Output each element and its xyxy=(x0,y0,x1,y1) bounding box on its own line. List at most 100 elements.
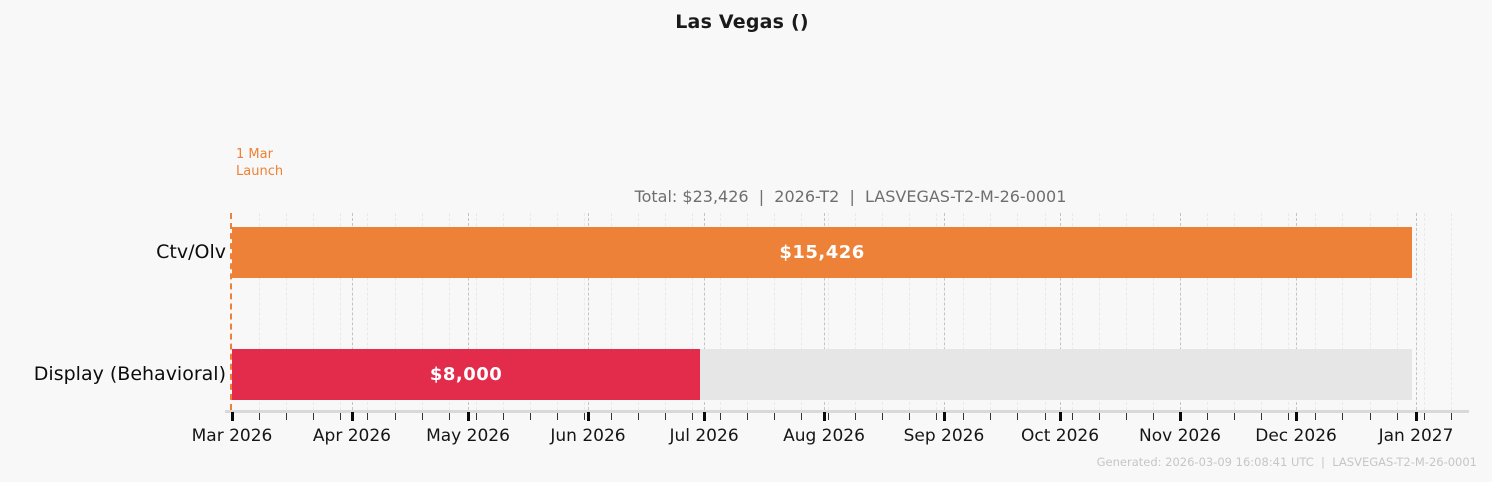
minor-tick xyxy=(909,413,911,420)
minor-tick xyxy=(882,413,884,420)
month-tick-label: Nov 2026 xyxy=(1139,426,1221,446)
minor-tick xyxy=(1125,413,1127,420)
week-gridline xyxy=(936,213,938,410)
week-gridline xyxy=(1234,213,1236,410)
week-gridline xyxy=(394,213,396,410)
month-tick-label: Apr 2026 xyxy=(312,426,391,446)
week-gridline xyxy=(1288,213,1290,410)
week-gridline xyxy=(1342,213,1344,410)
week-gridline xyxy=(827,213,829,410)
month-gridline xyxy=(468,213,470,410)
minor-tick xyxy=(1288,413,1290,420)
minor-tick xyxy=(1342,413,1344,420)
week-gridline xyxy=(1017,213,1019,410)
minor-tick xyxy=(259,413,261,420)
minor-tick xyxy=(746,413,748,420)
week-gridline xyxy=(1207,213,1209,410)
minor-tick xyxy=(990,413,992,420)
minor-tick xyxy=(448,413,450,420)
week-gridline xyxy=(1071,213,1073,410)
bar-value-label: $15,426 xyxy=(779,242,865,263)
month-tick xyxy=(1295,412,1299,421)
month-tick xyxy=(1178,412,1182,421)
month-tick-label: Jun 2026 xyxy=(550,426,626,446)
minor-tick xyxy=(827,413,829,420)
week-gridline xyxy=(746,213,748,410)
minor-tick xyxy=(1207,413,1209,420)
week-gridline xyxy=(1396,213,1398,410)
launch-date-line xyxy=(230,213,232,410)
chart-title: Las Vegas () xyxy=(675,11,809,33)
week-gridline xyxy=(800,213,802,410)
week-gridline xyxy=(773,213,775,410)
month-tick xyxy=(942,412,946,421)
minor-tick xyxy=(394,413,396,420)
month-gridline xyxy=(1296,213,1298,410)
minor-tick xyxy=(1450,413,1452,420)
minor-tick xyxy=(313,413,315,420)
minor-tick xyxy=(367,413,369,420)
month-tick-label: Aug 2026 xyxy=(783,426,865,446)
month-gridline xyxy=(943,213,945,410)
month-gridline xyxy=(1179,213,1181,410)
minor-tick xyxy=(1369,413,1371,420)
minor-tick xyxy=(611,413,613,420)
week-gridline xyxy=(286,213,288,410)
week-gridline xyxy=(1125,213,1127,410)
minor-tick xyxy=(421,413,423,420)
month-gridline xyxy=(824,213,825,410)
week-gridline xyxy=(475,213,477,410)
week-gridline xyxy=(692,213,694,410)
minor-tick xyxy=(1017,413,1019,420)
month-tick-label: Sep 2026 xyxy=(903,426,985,446)
week-gridline xyxy=(502,213,504,410)
minor-tick xyxy=(475,413,477,420)
minor-tick xyxy=(773,413,775,420)
week-gridline xyxy=(963,213,965,410)
week-gridline xyxy=(557,213,559,410)
week-gridline xyxy=(719,213,721,410)
week-gridline xyxy=(882,213,884,410)
week-gridline xyxy=(611,213,613,410)
week-gridline xyxy=(1098,213,1100,410)
month-gridline xyxy=(704,213,706,410)
week-gridline xyxy=(1450,213,1452,410)
month-tick-label: Mar 2026 xyxy=(191,426,273,446)
minor-tick xyxy=(286,413,288,420)
week-gridline xyxy=(340,213,342,410)
week-gridline xyxy=(584,213,586,410)
month-tick-label: Jul 2026 xyxy=(669,426,739,446)
week-gridline xyxy=(529,213,531,410)
minor-tick xyxy=(719,413,721,420)
week-gridline xyxy=(665,213,667,410)
week-gridline xyxy=(909,213,911,410)
month-tick-label: Oct 2026 xyxy=(1020,426,1100,446)
x-axis-line xyxy=(225,410,1469,413)
minor-tick xyxy=(1396,413,1398,420)
minor-tick xyxy=(529,413,531,420)
month-tick xyxy=(231,412,234,421)
row-label: Display (Behavioral) xyxy=(33,362,226,385)
minor-tick xyxy=(854,413,856,420)
week-gridline xyxy=(1044,213,1046,410)
month-gridline xyxy=(351,213,353,410)
launch-annotation-date: 1 Mar xyxy=(236,147,273,162)
week-gridline xyxy=(854,213,856,410)
week-gridline xyxy=(1315,213,1317,410)
row-label: Ctv/Olv xyxy=(156,240,226,263)
minor-tick xyxy=(1423,413,1425,420)
month-tick xyxy=(586,412,590,421)
week-gridline xyxy=(367,213,369,410)
week-gridline xyxy=(1261,213,1263,410)
week-gridline xyxy=(259,213,261,410)
minor-tick xyxy=(1044,413,1046,420)
month-tick xyxy=(467,412,471,421)
month-tick-label: Dec 2026 xyxy=(1255,426,1337,446)
month-gridline xyxy=(587,213,589,410)
minor-tick xyxy=(692,413,694,420)
minor-tick xyxy=(340,413,342,420)
flight-bar: $15,426 xyxy=(232,227,1413,278)
generated-footer: Generated: 2026-03-09 16:08:41 UTC | LAS… xyxy=(1096,455,1477,469)
week-gridline xyxy=(638,213,640,410)
